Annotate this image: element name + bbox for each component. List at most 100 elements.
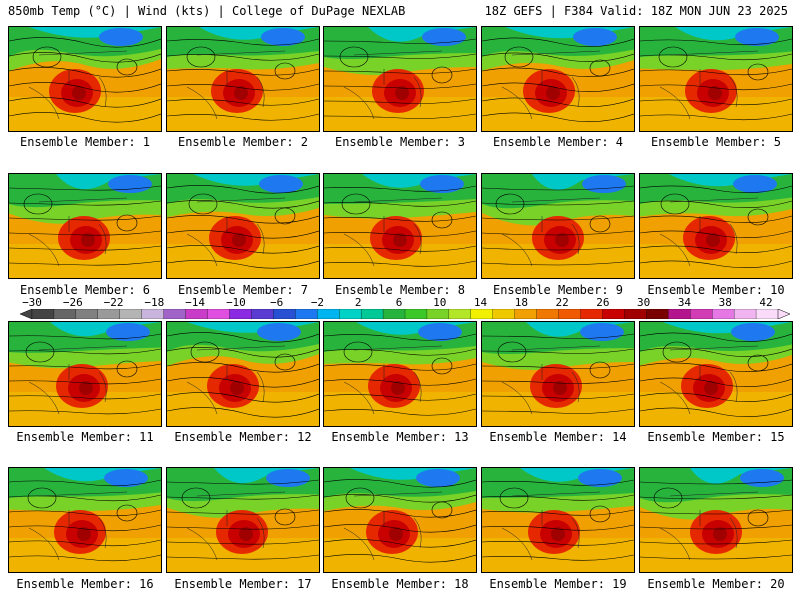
ensemble-member-caption: Ensemble Member: 16 xyxy=(16,577,154,591)
ensemble-member-caption: Ensemble Member: 2 xyxy=(177,135,309,149)
colorbar-swatch xyxy=(229,309,252,319)
ensemble-map-8 xyxy=(323,173,477,279)
temperature-field xyxy=(167,174,319,278)
colorbar-swatch xyxy=(514,309,538,319)
colorbar-tick-label: 10 xyxy=(433,296,447,309)
colorbar-swatch xyxy=(97,309,121,319)
ensemble-member-caption: Ensemble Member: 7 xyxy=(177,283,309,297)
ensemble-member-caption: Ensemble Member: 9 xyxy=(492,283,624,297)
colorbar-swatch xyxy=(251,309,274,319)
colorbar-tick-label: −2 xyxy=(310,296,325,309)
ensemble-member-caption: Ensemble Member: 13 xyxy=(331,430,469,444)
colorbar-tick-label: −10 xyxy=(225,296,246,309)
colorbar-swatch xyxy=(360,309,384,319)
colorbar-swatch xyxy=(404,309,428,319)
colorbar-tick-label: 30 xyxy=(637,296,651,309)
colorbar-swatch xyxy=(75,309,99,319)
colorbar-tick-label: −6 xyxy=(270,296,284,309)
temperature-colorbar xyxy=(20,309,790,319)
ensemble-map-6 xyxy=(8,173,162,279)
colorbar-tick-label: 38 xyxy=(718,296,732,309)
colorbar-swatch xyxy=(185,309,208,319)
colorbar-swatch xyxy=(536,309,560,319)
colorbar-swatch xyxy=(163,309,187,319)
colorbar-swatch xyxy=(339,309,362,319)
temperature-field xyxy=(482,468,634,572)
ensemble-map-5 xyxy=(639,26,793,132)
colorbar-tick-label: −18 xyxy=(144,296,165,309)
colorbar-swatch xyxy=(624,309,647,319)
ensemble-member-caption: Ensemble Member: 14 xyxy=(489,430,627,444)
temperature-field xyxy=(640,322,792,426)
colorbar-tick-label: 34 xyxy=(677,296,692,309)
colorbar-swatch xyxy=(470,309,494,319)
ensemble-member-caption: Ensemble Member: 1 xyxy=(19,135,151,149)
ensemble-member-caption: Ensemble Member: 11 xyxy=(16,430,154,444)
colorbar-swatch xyxy=(492,309,516,319)
colorbar-swatch xyxy=(690,309,713,319)
ensemble-map-15 xyxy=(639,321,793,427)
ensemble-map-17 xyxy=(166,467,320,573)
ensemble-map-4 xyxy=(481,26,635,132)
colorbar-tick-label: −14 xyxy=(185,296,206,309)
map-title: 850mb Temp (°C) | Wind (kts) | College o… xyxy=(8,4,406,18)
colorbar-tick-label: 26 xyxy=(596,296,610,309)
colorbar-tick-label: 2 xyxy=(354,296,362,309)
ensemble-map-7 xyxy=(166,173,320,279)
colorbar-swatch xyxy=(382,309,406,319)
colorbar-tick-label: 14 xyxy=(473,296,488,309)
colorbar-swatch xyxy=(646,309,669,319)
colorbar-swatch xyxy=(273,309,296,319)
ensemble-map-12 xyxy=(166,321,320,427)
colorbar-swatch xyxy=(426,309,450,319)
temperature-field xyxy=(9,322,161,426)
colorbar-swatch xyxy=(558,309,581,319)
temperature-field xyxy=(324,174,476,278)
colorbar-tick-label: 22 xyxy=(555,296,569,309)
temperature-field xyxy=(9,468,161,572)
ensemble-map-16 xyxy=(8,467,162,573)
temperature-field xyxy=(167,322,319,426)
colorbar-tick-label: 18 xyxy=(514,296,528,309)
temperature-field xyxy=(9,174,161,278)
temperature-field xyxy=(482,174,634,278)
colorbar-tick-label: 6 xyxy=(395,296,403,309)
temperature-field xyxy=(640,468,792,572)
temperature-field xyxy=(482,322,634,426)
colorbar-swatch xyxy=(733,309,757,319)
temperature-field xyxy=(324,27,476,131)
ensemble-map-3 xyxy=(323,26,477,132)
temperature-field xyxy=(640,27,792,131)
ensemble-map-11 xyxy=(8,321,162,427)
colorbar-swatch xyxy=(668,309,691,319)
colorbar-swatch xyxy=(53,309,77,319)
run-valid-time: 18Z GEFS | F384 Valid: 18Z MON JUN 23 20… xyxy=(484,4,788,18)
ensemble-member-caption: Ensemble Member: 4 xyxy=(492,135,624,149)
ensemble-member-caption: Ensemble Member: 17 xyxy=(174,577,312,591)
colorbar-swatch xyxy=(712,309,735,319)
ensemble-map-19 xyxy=(481,467,635,573)
ensemble-member-caption: Ensemble Member: 20 xyxy=(647,577,785,591)
temperature-field xyxy=(640,174,792,278)
colorbar-swatch xyxy=(580,309,603,319)
colorbar-tick-label: −30 xyxy=(22,296,42,309)
ensemble-member-caption: Ensemble Member: 8 xyxy=(334,283,466,297)
ensemble-map-2 xyxy=(166,26,320,132)
ensemble-map-10 xyxy=(639,173,793,279)
colorbar-tick-label: −22 xyxy=(103,296,124,309)
ensemble-map-13 xyxy=(323,321,477,427)
colorbar-tick-label: −26 xyxy=(62,296,83,309)
ensemble-member-caption: Ensemble Member: 12 xyxy=(174,430,312,444)
temperature-field xyxy=(167,27,319,131)
ensemble-member-caption: Ensemble Member: 18 xyxy=(331,577,469,591)
colorbar-swatch xyxy=(317,309,340,319)
temperature-field xyxy=(9,27,161,131)
ensemble-map-1 xyxy=(8,26,162,132)
colorbar-tick-label: 42 xyxy=(759,296,773,309)
ensemble-map-18 xyxy=(323,467,477,573)
temperature-field xyxy=(482,27,634,131)
ensemble-member-caption: Ensemble Member: 5 xyxy=(650,135,782,149)
temperature-field xyxy=(167,468,319,572)
colorbar-swatch xyxy=(295,309,318,319)
colorbar-swatch xyxy=(448,309,472,319)
